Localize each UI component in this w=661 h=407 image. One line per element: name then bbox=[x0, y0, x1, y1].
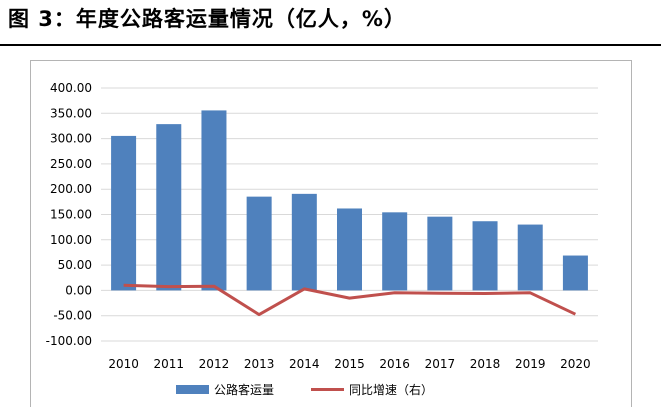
y-tick-label: 400.00 bbox=[50, 81, 92, 95]
y-tick-label: 150.00 bbox=[50, 208, 92, 222]
x-tick-label: 2013 bbox=[244, 357, 275, 371]
y-tick-label: 0.00 bbox=[65, 283, 92, 297]
legend: 公路客运量 同比增速（右） bbox=[176, 382, 433, 397]
line-point bbox=[574, 313, 577, 316]
x-tick-label: 2012 bbox=[199, 357, 230, 371]
x-tick-label: 2018 bbox=[470, 357, 501, 371]
x-tick-label: 2011 bbox=[153, 357, 184, 371]
line-point bbox=[258, 313, 261, 316]
bar bbox=[201, 110, 227, 291]
line-point bbox=[303, 287, 306, 290]
bar bbox=[111, 135, 137, 291]
y-tick-label: -100.00 bbox=[46, 334, 92, 348]
y-tick-label: 250.00 bbox=[50, 157, 92, 171]
x-tick-label: 2017 bbox=[425, 357, 456, 371]
line-point bbox=[122, 284, 125, 287]
line-point bbox=[167, 285, 170, 288]
legend-swatch-bar bbox=[176, 385, 209, 394]
figure-title: 图 3：年度公路客运量情况（亿人，%） bbox=[8, 7, 406, 31]
y-tick-labels: 400.00 350.00 300.00 250.00 200.00 150.00 100.… bbox=[46, 81, 92, 348]
line-point bbox=[212, 285, 215, 288]
line-point bbox=[393, 291, 396, 294]
x-tick-label: 2019 bbox=[515, 357, 546, 371]
x-tick-label: 2015 bbox=[334, 357, 365, 371]
line-point bbox=[529, 291, 532, 294]
bar-series bbox=[111, 110, 588, 291]
bar bbox=[156, 124, 182, 291]
x-tick-labels: 2010 2011 2012 2013 2014 2015 2016 2017 2018 2019… bbox=[108, 357, 590, 371]
bar bbox=[562, 255, 588, 291]
bar bbox=[472, 221, 498, 291]
bar bbox=[246, 196, 272, 291]
bar bbox=[291, 193, 317, 291]
bar bbox=[337, 208, 362, 291]
growth-line bbox=[123, 283, 577, 317]
chart-frame bbox=[30, 60, 632, 407]
y-tick-label: 300.00 bbox=[50, 132, 92, 146]
title-rule bbox=[0, 44, 661, 46]
legend-label-bar: 公路客运量 bbox=[214, 382, 274, 397]
line-series bbox=[122, 283, 577, 317]
y-tick-label: 350.00 bbox=[50, 106, 92, 120]
bar bbox=[517, 224, 543, 291]
line-point bbox=[348, 297, 351, 300]
legend-label-line: 同比增速（右） bbox=[349, 382, 433, 397]
y-tick-label: -50.00 bbox=[53, 309, 92, 323]
line-point bbox=[438, 292, 441, 295]
x-tick-label: 2020 bbox=[560, 357, 591, 371]
y-tick-label: 100.00 bbox=[50, 233, 92, 247]
bar bbox=[382, 212, 408, 291]
x-tick-label: 2016 bbox=[379, 357, 410, 371]
line-point bbox=[484, 292, 487, 295]
x-tick-label: 2014 bbox=[289, 357, 320, 371]
x-tick-label: 2010 bbox=[108, 357, 139, 371]
bar bbox=[427, 216, 453, 291]
y-tick-label: 200.00 bbox=[50, 182, 92, 196]
y-tick-label: 50.00 bbox=[58, 258, 92, 272]
